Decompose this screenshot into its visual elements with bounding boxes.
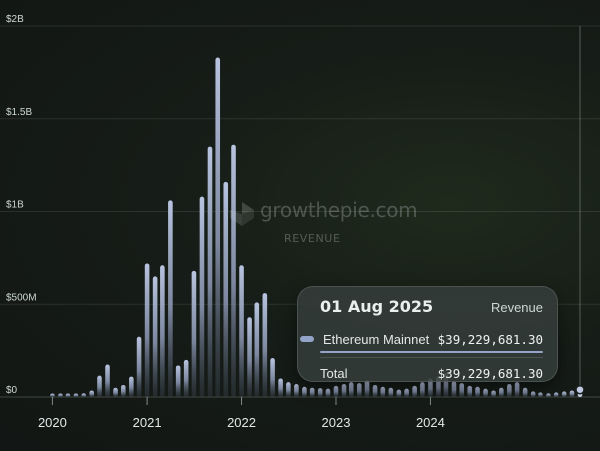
tooltip-date: 01 Aug 2025: [320, 297, 434, 316]
bar: [97, 375, 102, 397]
tooltip-series-share-bar: [320, 351, 543, 353]
bar: [420, 382, 425, 397]
y-axis-tick-labels: $0 $500M $1B $1.5B $2B: [6, 14, 37, 396]
x-tick-label: 2021: [133, 415, 162, 430]
bar: [191, 270, 197, 397]
x-axis: 2020 2021 2022 2023 2024: [38, 397, 445, 430]
bar: [144, 263, 150, 397]
bar: [65, 393, 71, 397]
bar: [50, 393, 55, 397]
bar: [302, 386, 307, 397]
y-tick-label: $1B: [6, 200, 24, 211]
bar: [199, 196, 205, 397]
bar: [136, 336, 142, 397]
bar: [348, 382, 354, 397]
bar: [459, 383, 465, 397]
y-tick-label: $0: [6, 385, 18, 396]
tooltip-total-value: $39,229,681.30: [437, 365, 543, 381]
series-swatch: [300, 336, 314, 342]
x-tick-label: 2023: [322, 415, 351, 430]
bar: [428, 378, 433, 397]
bar: [491, 390, 496, 397]
bar: [152, 276, 158, 397]
bar: [561, 391, 567, 397]
bar: [175, 365, 181, 397]
bar: [507, 384, 512, 397]
bar: [286, 382, 291, 397]
bar: [514, 382, 520, 397]
bar: [73, 393, 79, 397]
bar: [380, 386, 386, 397]
bar: [341, 384, 347, 397]
bar: [120, 384, 126, 397]
x-tick-label: 2020: [38, 415, 67, 430]
tooltip: 01 Aug 2025 Revenue Ethereum Mainnet $39…: [297, 286, 558, 382]
bar: [247, 317, 252, 397]
bar: [105, 364, 110, 397]
bar: [569, 390, 575, 397]
bar: [483, 388, 488, 397]
bar: [294, 384, 299, 397]
bar: [207, 146, 213, 397]
x-tick-label: 2022: [227, 415, 256, 430]
tooltip-series-row: Ethereum Mainnet $39,229,681.30: [300, 329, 543, 349]
bars: [50, 57, 583, 397]
bar: [553, 392, 559, 397]
bar: [333, 385, 339, 397]
hover-point: [575, 384, 585, 395]
tooltip-metric: Revenue: [490, 300, 543, 315]
bar: [475, 386, 480, 397]
hover-marker: [575, 26, 585, 397]
bar: [160, 265, 165, 397]
tooltip-divider: [320, 357, 543, 358]
tooltip-total-label: Total: [320, 365, 348, 381]
bar: [129, 376, 134, 397]
bar: [239, 265, 244, 397]
bar: [467, 385, 473, 397]
bar: [223, 181, 229, 397]
bar: [309, 387, 315, 397]
y-tick-label: $500M: [6, 292, 37, 303]
bar: [270, 358, 275, 397]
bar: [522, 387, 528, 397]
bar: [388, 387, 394, 397]
bar: [530, 391, 536, 397]
bar: [372, 384, 378, 397]
bar: [262, 293, 268, 397]
bar: [538, 392, 543, 397]
bar: [412, 385, 417, 397]
bar: [254, 302, 260, 397]
bar: [215, 57, 221, 397]
bar: [325, 388, 331, 397]
tooltip-total-row: Total $39,229,681.30: [320, 360, 543, 386]
tooltip-series-name: Ethereum Mainnet: [323, 331, 430, 347]
bar: [113, 387, 118, 397]
bar: [278, 378, 283, 397]
bar: [317, 388, 323, 397]
bar: [356, 383, 362, 397]
bar: [183, 359, 189, 397]
x-tick-label: 2024: [416, 415, 445, 430]
y-tick-label: $1.5B: [6, 107, 32, 118]
bar: [364, 380, 370, 397]
bar: [404, 388, 409, 397]
bar: [81, 393, 87, 397]
y-tick-label: $2B: [6, 14, 24, 25]
bar: [231, 144, 236, 397]
bar: [451, 381, 457, 397]
bar: [168, 200, 173, 397]
tooltip-series-value: $39,229,681.30: [437, 331, 543, 347]
bar: [546, 393, 551, 397]
bar: [89, 390, 95, 397]
bar: [58, 393, 63, 397]
bar: [396, 389, 402, 397]
bar: [499, 387, 504, 397]
